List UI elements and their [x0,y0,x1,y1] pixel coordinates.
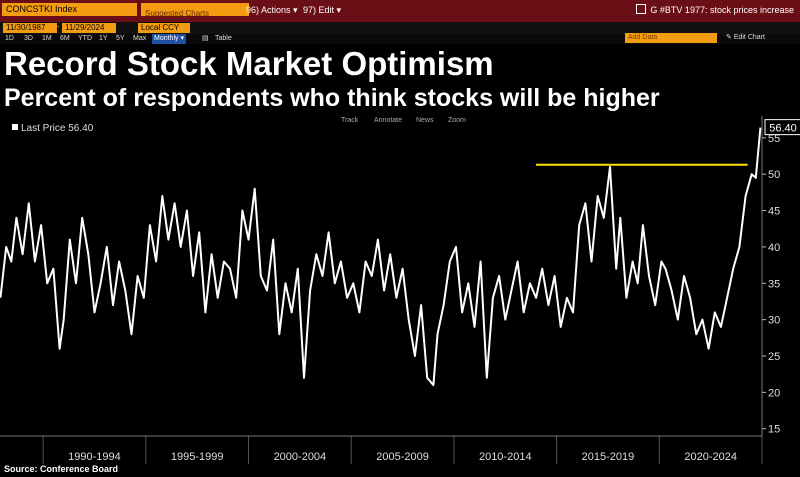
legend-label: Last Price 56.40 [21,123,94,134]
chart-title: Record Stock Market Optimism [4,45,494,82]
y-tick-label: 30 [768,315,780,327]
chart-toolbar-annotate: Annotate [374,117,402,124]
end-date-input[interactable]: 11/29/2024 [62,23,116,33]
range-1d[interactable]: 1D [5,35,14,42]
frequency-select[interactable]: Monthly ▾ [152,34,186,44]
actions-menu[interactable]: 96) Actions ▾ [246,5,298,15]
range-1m[interactable]: 1M [42,35,52,42]
y-tick-label: 20 [768,387,780,399]
app-header-bar: CONCSTKI Index Suggested Charts 96) Acti… [0,0,800,22]
range-1y[interactable]: 1Y [99,35,108,42]
chart-toolbar-news: News [416,117,434,124]
range-5y[interactable]: 5Y [116,35,125,42]
table-button[interactable]: Table [215,35,232,42]
y-tick-label: 15 [768,424,780,436]
x-tick-label: 2020-2024 [684,451,737,463]
x-tick-label: 2010-2014 [479,451,532,463]
source-note: Source: Conference Board [4,464,119,474]
chart-subtitle: Percent of respondents who think stocks … [4,84,660,112]
chart-toolbar-zoom: Zoom [448,117,466,124]
external-link-icon [636,4,647,14]
date-separator: - [57,22,60,31]
x-tick-label: 2005-2009 [376,451,429,463]
y-tick-label: 35 [768,278,780,290]
ticker-input[interactable]: CONCSTKI Index [2,3,137,16]
edit-menu[interactable]: 97) Edit ▾ [303,5,342,15]
legend-swatch [12,124,18,130]
y-tick-label: 25 [768,351,780,363]
y-tick-label: 40 [768,242,780,254]
range-ytd[interactable]: YTD [78,35,92,42]
x-tick-label: 1990-1994 [68,451,121,463]
range-6m[interactable]: 6M [60,35,70,42]
x-tick-label: 2000-2004 [274,451,327,463]
pencil-icon: ✎ [726,34,734,41]
last-value-tag [764,119,800,136]
suggested-charts-label: Suggested Charts [145,9,210,18]
date-range-bar: 11/30/1987 - 11/29/2024 Local CCY [0,22,800,34]
range-max[interactable]: Max [133,35,147,42]
y-tick-label: 50 [768,169,780,181]
news-headline-text: G #BTV 1977: stock prices increase [650,5,794,15]
x-tick-label: 2015-2019 [582,451,635,463]
last-value-label: 56.40 [769,123,797,135]
add-data-input[interactable]: Add Data [625,33,717,43]
table-view-icon[interactable]: ▤ [202,35,209,42]
suggested-charts-field[interactable]: Suggested Charts [141,3,249,18]
news-headline-link[interactable]: G #BTV 1977: stock prices increase [636,4,794,16]
y-tick-label: 55 [768,133,780,145]
currency-select[interactable]: Local CCY [138,23,190,33]
series-line-concstki[interactable] [0,127,762,387]
edit-chart-button[interactable]: ✎ Edit Chart [726,33,765,43]
edit-chart-label: Edit Chart [733,34,765,41]
range-3d[interactable]: 3D [24,35,33,42]
x-tick-label: 1995-1999 [171,451,224,463]
chart-toolbar-track: Track [341,117,359,124]
line-chart[interactable]: 15 20 25 30 35 40 45 50 55 1990-1994 1995-1999 2000… [0,116,800,464]
start-date-input[interactable]: 11/30/1987 [3,23,57,33]
y-tick-label: 45 [768,206,780,218]
range-selector: 1D 3D 1M 6M YTD 1Y 5Y Max Monthly ▾ ▤ Ta… [0,34,800,44]
